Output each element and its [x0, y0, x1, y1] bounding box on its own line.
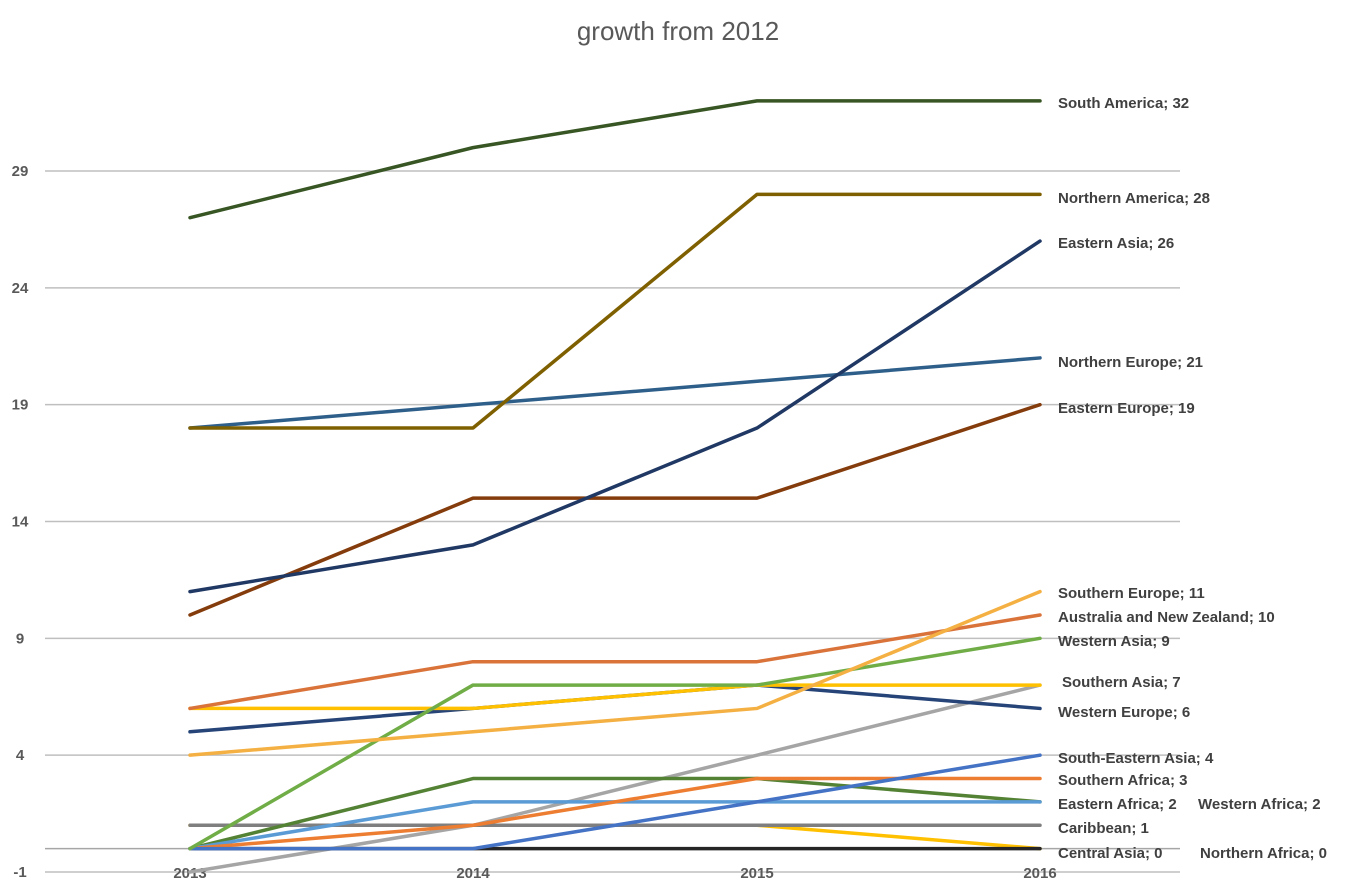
series-line-northern-europe [188, 356, 1042, 430]
y-axis-ticks: -1 4 9 14 19 24 29 [12, 163, 29, 881]
y-tick-label: 19 [12, 397, 29, 414]
end-label-western-europe: Western Europe; 6 [1058, 704, 1190, 721]
end-label-western-africa: Western Africa; 2 [1198, 796, 1321, 813]
end-label-eastern-asia: Eastern Asia; 26 [1058, 235, 1174, 252]
end-label-south-america: South America; 32 [1058, 95, 1189, 112]
gridlines [45, 170, 1180, 873]
series-line-south-eastern-asia [188, 753, 1042, 851]
end-label-central-asia: Central Asia; 0 [1058, 845, 1162, 862]
series-line-eastern-asia [188, 239, 1042, 594]
series-line-southern-europe [188, 589, 1042, 757]
x-tick-label: 2014 [456, 865, 490, 882]
end-label-western-asia: Western Asia; 9 [1058, 633, 1170, 650]
y-tick-label: 24 [12, 280, 29, 297]
x-tick-label: 2015 [740, 865, 773, 882]
series-line-western-africa [188, 776, 1042, 851]
x-axis-ticks: 2013 2014 2015 2016 [173, 865, 1056, 882]
end-label-caribbean: Caribbean; 1 [1058, 820, 1149, 837]
series-line-eastern-europe [188, 402, 1042, 617]
series-line-western-asia [188, 636, 1042, 851]
x-tick-label: 2016 [1023, 865, 1056, 882]
chart-title: growth from 2012 [577, 16, 779, 46]
series-line-northern-america [188, 192, 1042, 430]
end-label-northern-africa: Northern Africa; 0 [1200, 845, 1327, 862]
end-label-southern-asia: Southern Asia; 7 [1062, 674, 1181, 691]
end-label-northern-europe: Northern Europe; 21 [1058, 354, 1203, 371]
y-tick-label: 9 [16, 630, 24, 647]
series-end-labels: South America; 32 Northern America; 28 Eas… [1058, 95, 1327, 862]
series-lines [188, 99, 1042, 874]
end-label-eastern-europe: Eastern Europe; 19 [1058, 400, 1195, 417]
end-label-southern-europe: Southern Europe; 11 [1058, 585, 1205, 602]
end-label-south-eastern-asia: South-Eastern Asia; 4 [1058, 750, 1214, 767]
y-tick-label: 14 [12, 514, 29, 531]
end-label-australia-and-new-zealand: Australia and New Zealand; 10 [1058, 609, 1275, 626]
series-line-australia-and-new-zealand [188, 613, 1042, 711]
y-tick-label: -1 [13, 864, 26, 881]
end-label-eastern-africa: Eastern Africa; 2 [1058, 796, 1177, 813]
series-line-south-america [188, 99, 1042, 220]
end-label-southern-africa: Southern Africa; 3 [1058, 772, 1187, 789]
series-line-southern-asia [188, 683, 1042, 711]
y-tick-label: 29 [12, 163, 29, 180]
end-label-northern-america: Northern America; 28 [1058, 190, 1210, 207]
y-tick-label: 4 [16, 747, 25, 764]
